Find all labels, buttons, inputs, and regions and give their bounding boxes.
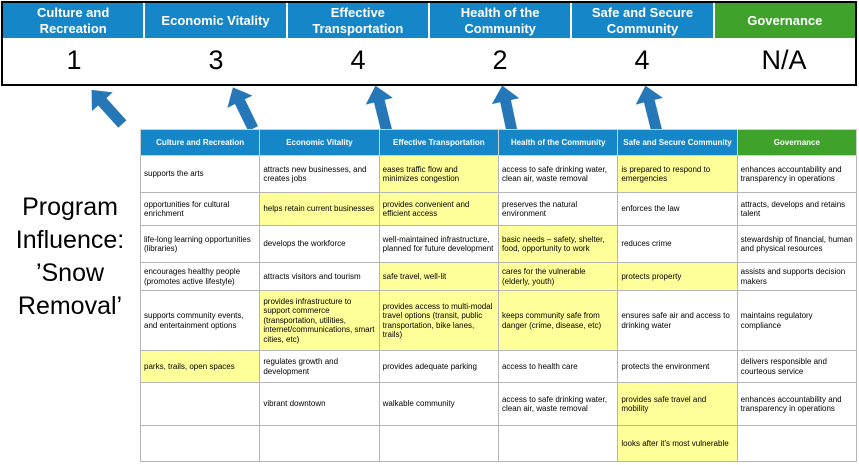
scoreboard-scores: 1 3 4 2 4 N/A (3, 38, 855, 85)
matrix-cell: parks, trails, open spaces (139, 350, 261, 383)
matrix-header-2: Effective Transportation (378, 129, 499, 156)
matrix-cell: walkable community (378, 382, 499, 426)
matrix-cell: attracts visitors and tourism (259, 262, 380, 291)
matrix-cell: cares for the vulnerable (elderly, youth… (497, 262, 619, 291)
matrix-cell: supports the arts (139, 155, 261, 193)
scoreboard-score-0: 1 (66, 45, 82, 76)
scoreboard-header-5: Governance (714, 3, 855, 39)
matrix-cell: safe travel, well-lit (378, 262, 499, 291)
matrix-cell: access to safe drinking water, clean air… (497, 155, 619, 193)
matrix-row-6: vibrant downtown walkable community access… (139, 382, 858, 426)
up-arrow-icon (631, 82, 671, 134)
influence-matrix: Culture and Recreation Economic Vitality E… (139, 129, 858, 462)
page-title: Program Influence: ’Snow Removal’ (15, 193, 125, 320)
scoreboard-score-5: N/A (761, 45, 807, 76)
up-arrow-icon (488, 82, 527, 133)
matrix-cell: regulates growth and development (259, 350, 380, 383)
matrix-cell: provides convenient and efficient access (378, 192, 499, 226)
scoreboard-score-2: 4 (350, 45, 366, 76)
matrix-cell: ensures safe air and access to drinking … (617, 290, 738, 351)
matrix-cell: provides adequate parking (378, 350, 499, 383)
matrix-cell: protects property (617, 262, 738, 291)
up-arrow-icon (219, 81, 266, 135)
matrix-cell: opportunities for cultural enrichment (139, 192, 261, 226)
matrix-cell: maintains regulatory compliance (736, 290, 858, 351)
matrix-cell (139, 425, 261, 462)
matrix-cell (736, 425, 858, 462)
matrix-cell: protects the environment (617, 350, 738, 383)
matrix-header-0: Culture and Recreation (139, 129, 261, 156)
up-arrow-icon (80, 80, 133, 134)
scoreboard-score-1: 3 (208, 45, 224, 76)
matrix-cell: provides safe travel and mobility (617, 382, 738, 426)
scoreboard-header-1: Economic Vitality (145, 3, 288, 39)
matrix-row-2: life-long learning opportunities (librar… (139, 225, 858, 263)
matrix-cell: preserves the natural environment (497, 192, 619, 226)
scoreboard-score-3: 2 (492, 45, 508, 76)
matrix-cell: attracts new businesses, and creates job… (259, 155, 380, 193)
matrix-cell: reduces crime (617, 225, 738, 263)
matrix-cell: enhances accountability and transparency… (736, 382, 858, 426)
matrix-row-5: parks, trails, open spaces regulates grow… (139, 350, 858, 383)
matrix-cell: stewardship of financial, human and phys… (736, 225, 858, 263)
matrix-cell: access to safe drinking water, clean air… (497, 382, 619, 426)
matrix-cell: life-long learning opportunities (librar… (139, 225, 261, 263)
matrix-cell: is prepared to respond to emergencies (617, 155, 738, 193)
matrix-cell: develops the workforce (259, 225, 380, 263)
matrix-row-4: supports community events, and entertain… (139, 290, 858, 351)
matrix-cell: keeps community safe from danger (crime,… (497, 290, 619, 351)
scoreboard-score-4: 4 (634, 45, 650, 76)
matrix-header-3: Health of the Community (497, 129, 619, 156)
scoreboard-header-3: Health of the Community (429, 3, 573, 39)
scoreboard-headers: Culture and Recreation Economic Vitality E… (3, 3, 855, 39)
matrix-cell: enforces the law (617, 192, 738, 226)
matrix-cell: access to health care (497, 350, 619, 383)
matrix-cell: eases traffic flow and minimizes congest… (378, 155, 499, 193)
matrix-cell (139, 382, 261, 426)
scoreboard-header-2: Effective Transportation (287, 3, 430, 39)
matrix-cell: attracts, develops and retains talent (736, 192, 858, 226)
up-arrow-icon (361, 82, 401, 134)
matrix-cell: vibrant downtown (259, 382, 380, 426)
matrix-cell: enhances accountability and transparency… (736, 155, 858, 193)
matrix-row-7: looks after it's most vulnerable (139, 425, 858, 462)
matrix-cell: looks after it's most vulnerable (617, 425, 738, 462)
matrix-header-5: Governance (736, 129, 858, 156)
matrix-header-row: Culture and Recreation Economic Vitality E… (139, 129, 858, 156)
matrix-row-0: supports the arts attracts new businesses… (139, 155, 858, 193)
matrix-row-1: opportunities for cultural enrichment hel… (139, 192, 858, 226)
matrix-cell: encourages healthy people (promotes acti… (139, 262, 261, 291)
matrix-cell (378, 425, 499, 462)
matrix-cell: well-maintained infrastructure, planned … (378, 225, 499, 263)
matrix-cell: basic needs – safety, shelter, food, opp… (497, 225, 619, 263)
matrix-cell: supports community events, and entertain… (139, 290, 261, 351)
matrix-cell (259, 425, 380, 462)
scoreboard: Culture and Recreation Economic Vitality E… (1, 1, 857, 87)
matrix-cell: delivers responsible and courteous servi… (736, 350, 858, 383)
matrix-header-4: Safe and Secure Community (617, 129, 738, 156)
matrix-row-3: encourages healthy people (promotes acti… (139, 262, 858, 291)
matrix-header-1: Economic Vitality (259, 129, 380, 156)
matrix-cell: helps retain current businesses (259, 192, 380, 226)
scoreboard-header-0: Culture and Recreation (3, 3, 146, 39)
scoreboard-header-4: Safe and Secure Community (572, 3, 715, 39)
matrix-body: supports the arts attracts new businesses… (139, 155, 858, 462)
matrix-cell (497, 425, 619, 462)
matrix-cell: assists and supports decision makers (736, 262, 858, 291)
matrix-cell: provides infrastructure to support comme… (259, 290, 380, 351)
matrix-cell: provides access to multi-modal travel op… (378, 290, 499, 351)
